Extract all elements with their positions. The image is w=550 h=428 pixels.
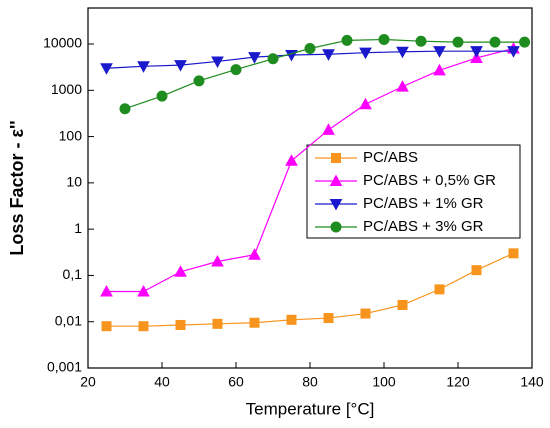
marker: [434, 284, 445, 295]
marker: [193, 75, 205, 87]
y-tick-label: 0,01: [55, 312, 82, 328]
y-tick-label: 0,1: [63, 266, 83, 282]
x-tick-label: 100: [372, 374, 396, 390]
marker: [396, 46, 409, 59]
marker: [329, 199, 343, 211]
legend-label: PC/ABS + 0,5% GR: [363, 172, 496, 189]
marker: [100, 63, 113, 75]
marker: [452, 36, 464, 48]
marker: [396, 80, 409, 92]
legend-label: PC/ABS + 1% GR: [363, 195, 484, 212]
marker: [341, 34, 353, 46]
x-tick-label: 120: [446, 374, 470, 390]
marker: [230, 64, 242, 76]
marker: [119, 103, 131, 115]
marker: [174, 60, 187, 72]
y-tick-label: 10: [66, 174, 82, 190]
marker: [508, 248, 519, 259]
x-tick-label: 20: [80, 374, 96, 390]
marker: [471, 265, 482, 276]
marker: [329, 174, 343, 186]
marker: [322, 123, 335, 135]
marker: [211, 56, 224, 68]
marker: [359, 47, 372, 60]
marker: [138, 321, 149, 332]
marker: [331, 153, 341, 163]
marker: [397, 299, 408, 310]
marker: [322, 49, 335, 61]
marker: [378, 34, 390, 46]
marker: [211, 254, 224, 267]
marker: [433, 46, 446, 58]
series-line: [124, 38, 525, 110]
marker: [248, 248, 261, 260]
marker: [433, 63, 446, 76]
marker: [174, 265, 187, 277]
y-tick-label: 0,001: [47, 359, 82, 375]
marker: [100, 284, 113, 297]
series-line: [106, 252, 514, 327]
y-tick-label: 10000: [43, 35, 82, 51]
marker: [286, 314, 297, 325]
x-tick-label: 60: [228, 374, 244, 390]
marker: [137, 284, 150, 297]
legend-label: PC/ABS + 3% GR: [363, 218, 484, 235]
marker: [212, 318, 223, 329]
marker: [137, 61, 150, 73]
marker: [101, 321, 112, 332]
marker: [519, 36, 531, 48]
marker: [507, 46, 520, 58]
marker: [249, 317, 260, 328]
marker: [156, 90, 168, 102]
marker: [360, 308, 371, 319]
x-tick-label: 140: [520, 374, 544, 390]
marker: [267, 53, 279, 65]
series-line: [106, 50, 514, 69]
legend-box: [306, 144, 521, 239]
x-axis-title: Temperature [°C]: [246, 399, 375, 418]
marker: [248, 52, 261, 64]
legend-label: PC/ABS: [363, 149, 418, 166]
marker: [330, 221, 342, 233]
marker: [175, 319, 186, 330]
x-tick-label: 40: [154, 374, 170, 390]
y-tick-label: 1000: [51, 81, 82, 97]
marker: [470, 46, 483, 58]
marker: [304, 43, 316, 55]
y-tick-label: 100: [59, 127, 83, 143]
x-tick-label: 80: [302, 374, 318, 390]
marker: [285, 154, 298, 166]
marker: [415, 35, 427, 47]
series-line: [106, 47, 514, 293]
marker: [359, 97, 372, 110]
y-axis-title: Loss Factor - ε'': [7, 120, 27, 255]
marker: [323, 313, 334, 324]
y-tick-label: 1: [74, 220, 82, 236]
marker: [489, 36, 501, 48]
